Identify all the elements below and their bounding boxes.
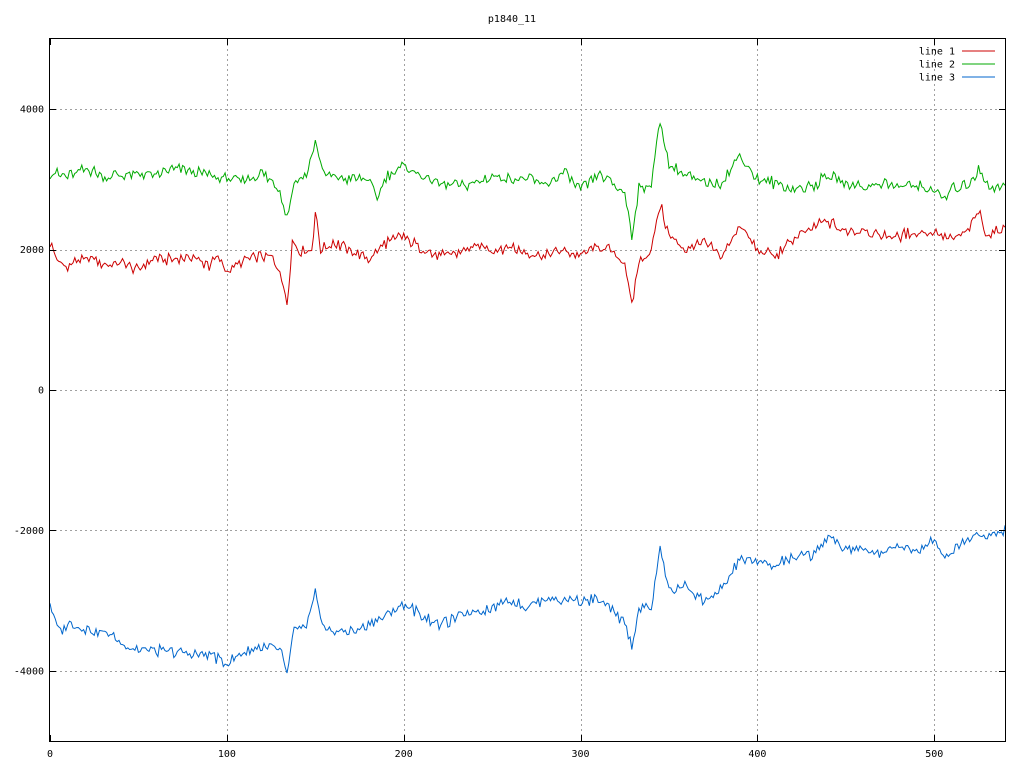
x-tick-label: 500	[925, 749, 943, 760]
y-tick-label: 4000	[20, 105, 44, 116]
x-tick-label: 300	[572, 749, 590, 760]
y-tick-label: -2000	[14, 526, 44, 537]
axis-ticks: 0 100 200 300 400 500 -4000 -2000 0 2000 4000	[14, 39, 1005, 760]
plot-frame	[49, 38, 1006, 742]
series-line-3	[49, 525, 1006, 674]
x-tick-label: 400	[748, 749, 766, 760]
legend-label-3: line 3	[919, 73, 955, 84]
x-tick-label: 200	[395, 749, 413, 760]
y-tick-label: -4000	[14, 666, 44, 677]
series-line-2	[49, 122, 1006, 240]
legend: line 1 line 2 line 3	[919, 47, 995, 84]
series-line-1	[49, 204, 1006, 305]
grid-lines	[50, 39, 1005, 741]
x-tick-label: 100	[218, 749, 236, 760]
series-group	[49, 122, 1006, 674]
x-tick-label: 0	[47, 749, 53, 760]
legend-label-1: line 1	[919, 47, 955, 58]
legend-label-2: line 2	[919, 60, 955, 71]
y-tick-label: 2000	[20, 245, 44, 256]
chart-title: p1840_11	[488, 14, 536, 25]
y-tick-label: 0	[38, 386, 44, 397]
